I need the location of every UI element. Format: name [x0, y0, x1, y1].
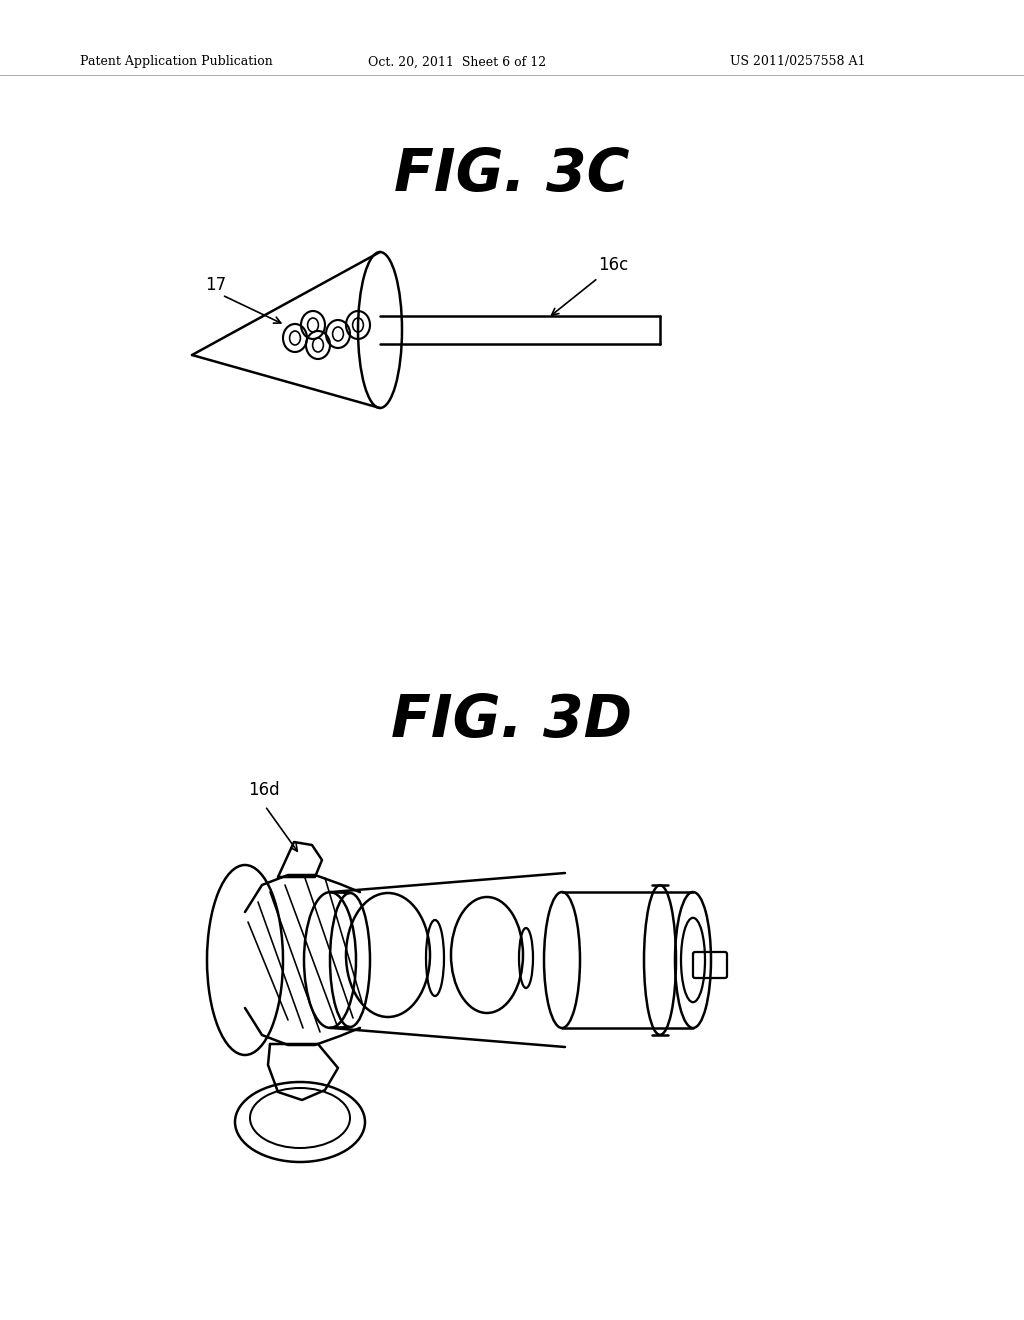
Text: Oct. 20, 2011  Sheet 6 of 12: Oct. 20, 2011 Sheet 6 of 12 — [368, 55, 546, 69]
Text: Patent Application Publication: Patent Application Publication — [80, 55, 272, 69]
Text: FIG. 3D: FIG. 3D — [391, 692, 633, 748]
Text: 16d: 16d — [248, 781, 280, 799]
Text: 17: 17 — [205, 276, 226, 294]
Text: 16c: 16c — [598, 256, 629, 275]
Text: US 2011/0257558 A1: US 2011/0257558 A1 — [730, 55, 865, 69]
Text: FIG. 3C: FIG. 3C — [394, 147, 630, 203]
